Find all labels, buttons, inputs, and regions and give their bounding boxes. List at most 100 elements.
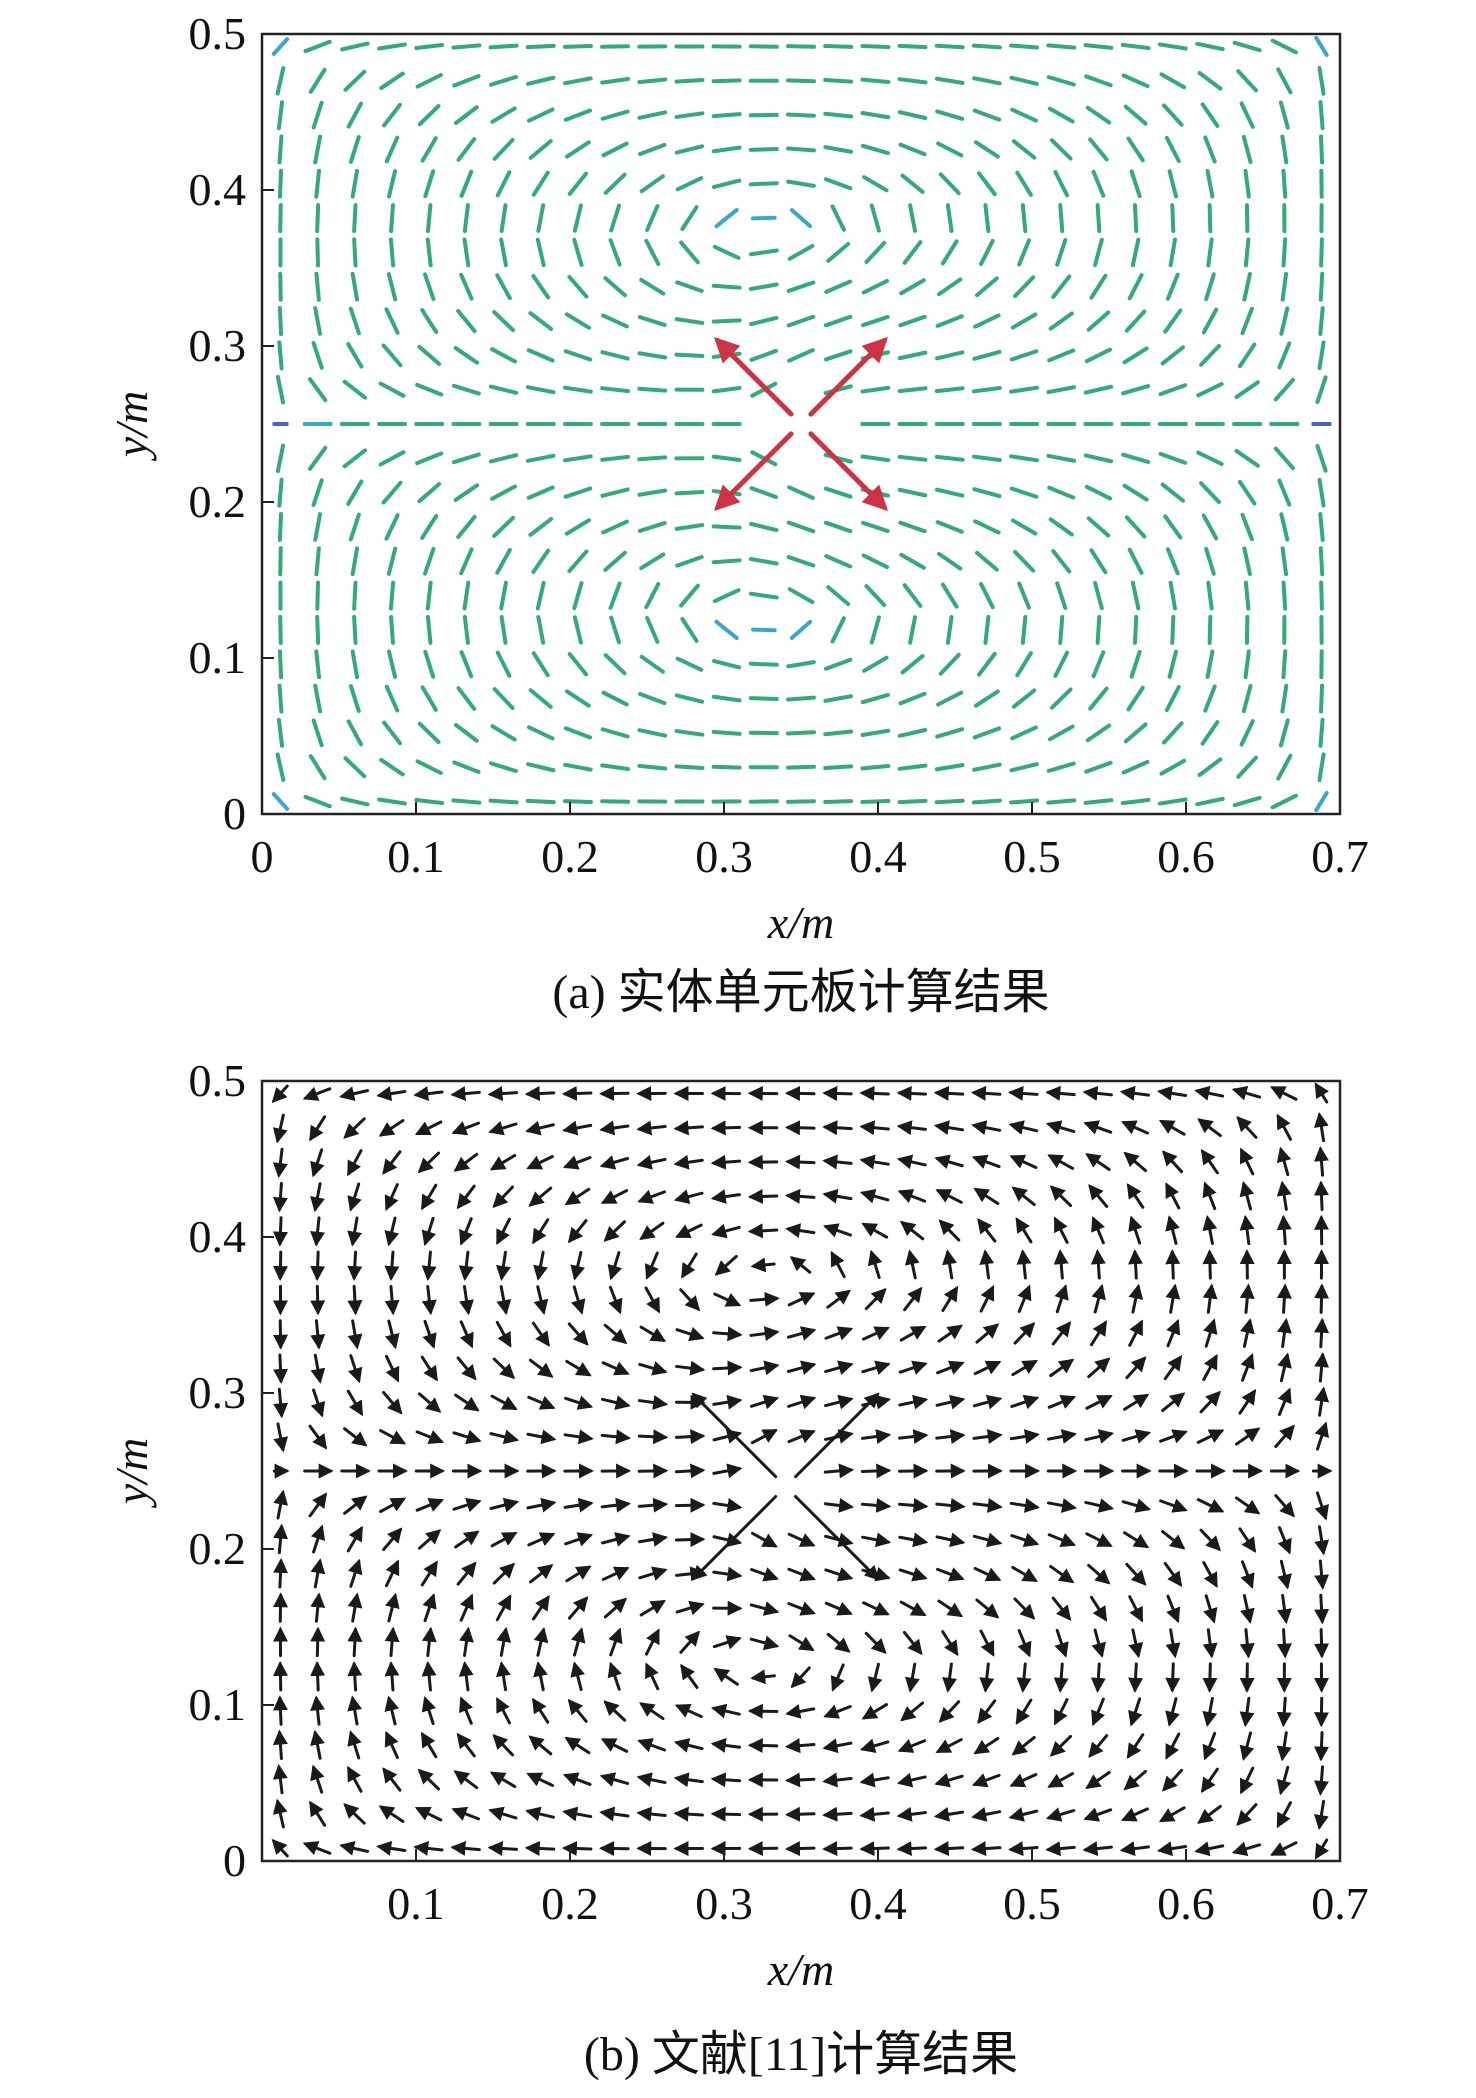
vector-arrow <box>600 763 630 772</box>
vector-arrow <box>971 1120 1002 1135</box>
vector-arrow <box>339 1086 370 1102</box>
vector-arrow <box>1318 546 1325 577</box>
vector-arrow <box>1084 760 1113 774</box>
vector-arrow <box>343 69 367 92</box>
vector-arrow <box>934 798 965 805</box>
vector-arrow <box>1314 1593 1330 1625</box>
vector-arrow <box>495 273 512 301</box>
vector-arrow <box>973 1736 1000 1755</box>
vector-arrow <box>972 1497 1003 1513</box>
vector-arrow <box>1170 614 1176 645</box>
vector-arrow <box>972 108 1002 122</box>
vector-arrow <box>339 1840 370 1856</box>
vector-arrow <box>378 1119 405 1137</box>
vector-arrow <box>900 1701 925 1722</box>
vector-arrow <box>935 109 965 121</box>
vector-arrow <box>1281 168 1288 199</box>
vector-arrow <box>787 1394 817 1410</box>
vector-arrow <box>1197 757 1223 778</box>
vector-arrow <box>979 1629 995 1657</box>
vector-arrow <box>940 582 959 609</box>
vector-arrow <box>897 110 928 121</box>
vector-arrow <box>310 1148 325 1178</box>
vector-arrow <box>1240 1353 1255 1382</box>
vector-arrow <box>936 1567 965 1582</box>
vector-arrow <box>1050 687 1073 710</box>
vector-arrow <box>1205 649 1215 680</box>
vector-arrow <box>275 374 286 405</box>
vector-arrow <box>1132 203 1139 234</box>
vector-arrow <box>1046 75 1076 87</box>
vector-arrow <box>528 1186 553 1207</box>
vector-arrow <box>712 588 741 604</box>
vector-arrow <box>637 315 667 327</box>
vector-arrow <box>645 615 660 644</box>
vector-arrow <box>934 386 965 394</box>
vector-arrow <box>1207 614 1213 645</box>
vector-arrow <box>898 1394 929 1410</box>
vector-arrow <box>347 1319 363 1350</box>
vector-arrow <box>488 43 519 50</box>
vector-arrow <box>453 1152 479 1172</box>
vector-arrow <box>273 1523 289 1555</box>
vector-arrow <box>525 798 556 805</box>
vector-arrow <box>971 1154 1001 1169</box>
x-tick-label: 0.2 <box>541 1878 599 1929</box>
vector-arrow <box>1276 1283 1292 1314</box>
vector-arrow <box>310 1250 326 1282</box>
vector-arrow <box>1085 105 1112 125</box>
vector-arrow <box>526 1497 557 1513</box>
vector-arrow <box>1201 307 1219 335</box>
vector-arrow <box>1051 1321 1072 1346</box>
vector-arrow <box>1123 104 1148 126</box>
vector-arrow <box>830 1663 845 1692</box>
vector-arrow <box>276 717 285 748</box>
vector-arrow <box>1121 1429 1151 1444</box>
vector-arrow <box>417 344 441 366</box>
vector-arrow <box>1165 1662 1181 1693</box>
vector-arrow <box>712 1394 743 1410</box>
vector-arrow <box>277 340 284 371</box>
vector-arrow <box>1270 1086 1298 1101</box>
vector-arrow <box>860 143 890 156</box>
vector-arrow <box>1232 795 1262 808</box>
vector-arrow <box>487 1840 519 1856</box>
vector-arrow <box>496 1696 511 1725</box>
vector-arrow <box>750 215 777 221</box>
vector-arrow <box>1047 1533 1077 1547</box>
vector-arrow <box>1084 347 1113 364</box>
vector-arrow <box>340 41 370 52</box>
vector-arrow <box>1168 237 1177 268</box>
vector-arrow <box>1087 1563 1111 1585</box>
vector-arrow <box>1089 1595 1108 1622</box>
vector-arrow <box>749 1394 780 1410</box>
vector-arrow <box>785 1806 816 1822</box>
vector-arrow <box>601 1532 631 1547</box>
vector-arrow <box>453 346 480 365</box>
vector-arrow <box>822 1085 853 1101</box>
vector-arrow <box>1091 1215 1106 1245</box>
vector-arrow <box>1047 106 1075 124</box>
vector-arrow <box>421 1695 437 1726</box>
vector-arrow <box>347 1730 362 1760</box>
vector-arrow <box>1058 614 1065 645</box>
vector-arrow <box>711 764 742 770</box>
vector-arrow <box>307 445 328 471</box>
vector-arrow <box>1095 614 1102 645</box>
vector-arrow <box>936 141 964 158</box>
vector-arrow <box>382 102 402 128</box>
vector-arrow <box>1045 1085 1076 1101</box>
vector-arrow <box>749 1601 780 1616</box>
y-axis-a: 0 0.1 0.2 0.3 0.4 0.5 <box>189 8 274 839</box>
vector-arrow <box>712 1463 743 1479</box>
vector-arrow <box>899 278 926 296</box>
vector-arrow <box>859 1806 890 1822</box>
vector-arrow <box>1207 203 1213 234</box>
vector-arrow <box>935 520 964 534</box>
vector-arrow <box>714 207 739 229</box>
vector-arrow <box>278 614 283 645</box>
vector-arrow <box>1011 1359 1038 1377</box>
vector-arrow <box>1242 272 1252 302</box>
vector-arrow <box>570 1661 585 1692</box>
vector-arrow <box>675 656 704 672</box>
